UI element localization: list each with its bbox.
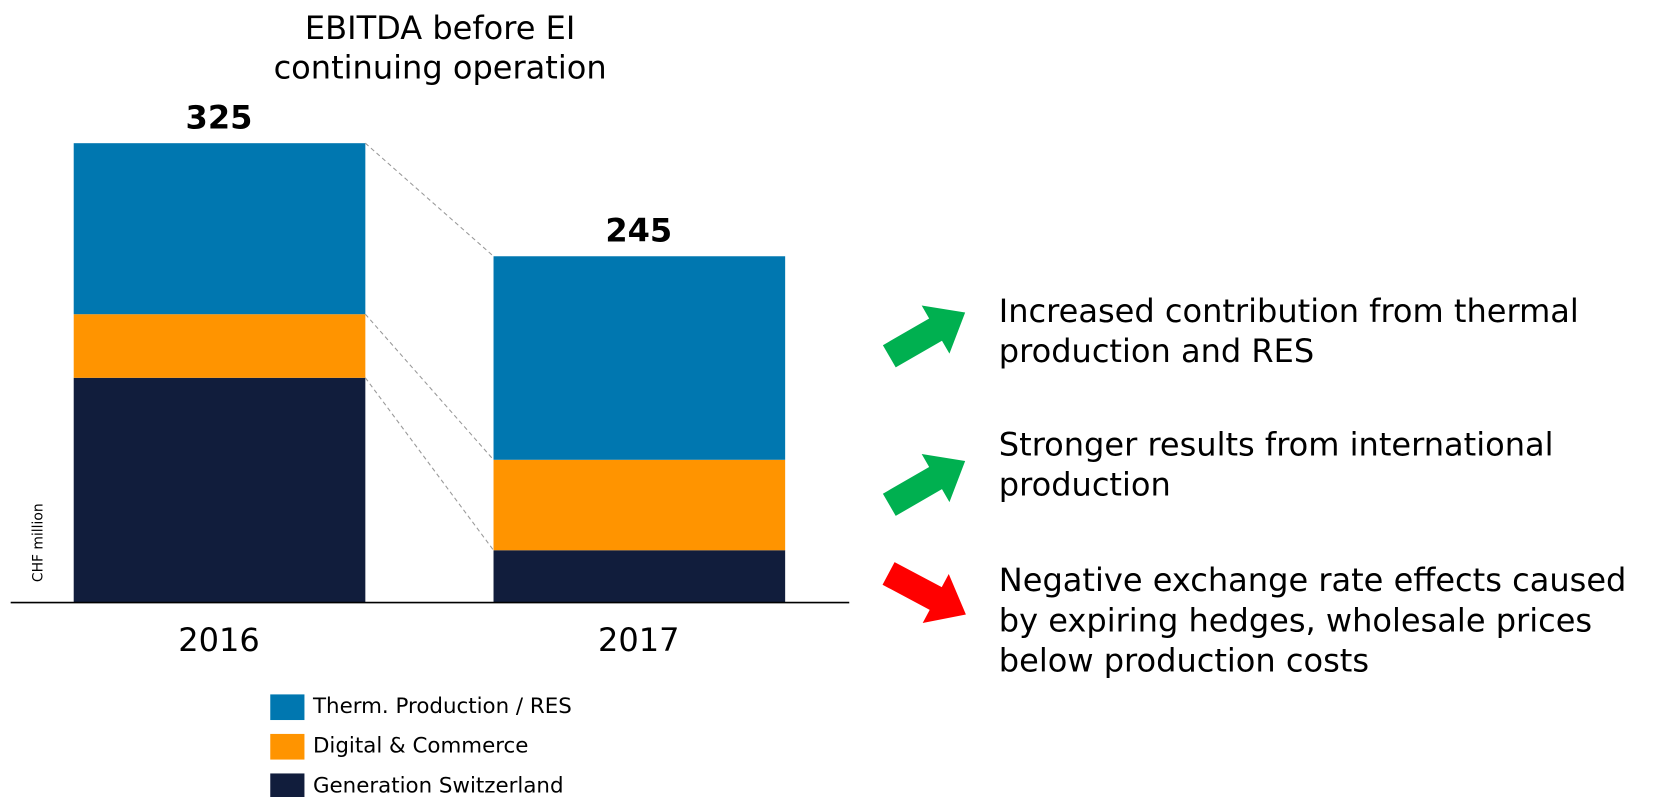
bar-segment: [493, 256, 786, 460]
connector: [364, 142, 494, 257]
x-tick-label: 2017: [598, 621, 680, 659]
total-label: 245: [605, 212, 672, 250]
bar-segment: [493, 459, 786, 551]
chart-title: EBITDA before EI: [305, 9, 575, 47]
y-axis-label: CHF million: [30, 503, 46, 582]
legend-swatch: [270, 773, 305, 797]
bullet-text: production and RES: [999, 332, 1314, 370]
arrow-up: [882, 305, 966, 368]
legend-label: Digital & Commerce: [313, 734, 528, 759]
total-label: 325: [186, 99, 253, 137]
bullet-text: below production costs: [999, 641, 1369, 679]
legend-swatch: [270, 733, 305, 760]
connector: [364, 313, 494, 461]
bar-segment: [493, 550, 786, 603]
legend-label: Therm. Production / RES: [312, 694, 572, 719]
legend-swatch: [270, 694, 305, 721]
connector: [364, 377, 494, 551]
bar-segment: [73, 314, 366, 378]
x-tick-label: 2016: [178, 621, 260, 659]
legend-label: Generation Switzerland: [313, 773, 564, 797]
bullet-text: by expiring hedges, wholesale prices: [999, 601, 1592, 639]
bullet-text: production: [999, 466, 1171, 504]
bullet-text: Increased contribution from thermal: [999, 292, 1579, 330]
bullet-text: Stronger results from international: [999, 426, 1554, 464]
bar-segment: [73, 143, 366, 315]
chart-title: continuing operation: [274, 48, 607, 86]
arrow-down: [882, 562, 966, 624]
arrow-up: [882, 454, 966, 516]
bullet-text: Negative exchange rate effects caused: [999, 561, 1627, 599]
bar-segment: [73, 377, 366, 603]
